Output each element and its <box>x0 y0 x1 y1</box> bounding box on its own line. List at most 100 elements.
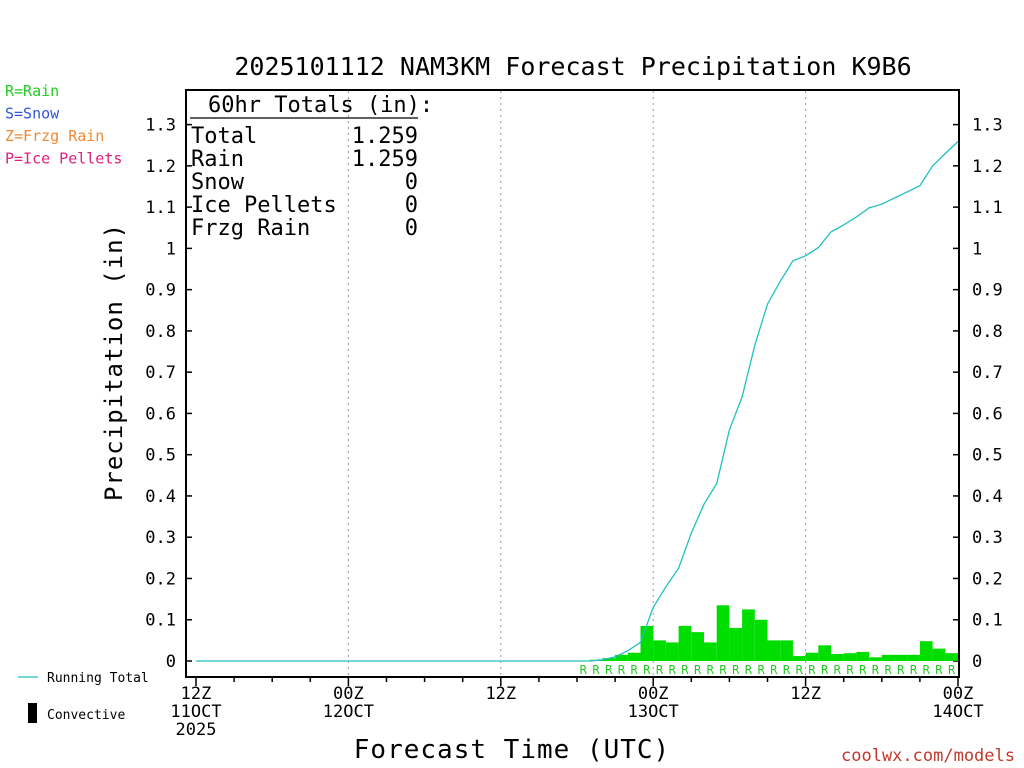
rain-bar <box>729 627 743 661</box>
convective-legend-label: Convective <box>47 708 125 723</box>
rain-bar <box>678 625 692 661</box>
rain-type-mark: R <box>923 663 931 677</box>
running-total-line <box>196 141 959 662</box>
source-label: coolwx.com/models <box>841 746 1015 766</box>
rain-type-mark: R <box>872 663 880 677</box>
rain-bar <box>665 642 679 661</box>
x-tick-label: 00Z <box>943 684 974 704</box>
rain-type-mark: R <box>783 663 791 677</box>
rain-type-mark: R <box>834 663 842 677</box>
rain-bar <box>831 653 844 661</box>
totals-row-value: 1.259 <box>352 124 418 149</box>
gridlines <box>347 91 807 676</box>
rain-bar <box>767 640 781 661</box>
y-tick-label-right: 1 <box>972 239 982 259</box>
running-total-legend-label: Running Total <box>47 671 149 686</box>
plot-frame <box>185 89 960 678</box>
type-legend-item: R=Rain <box>5 82 59 100</box>
rain-bar <box>627 652 641 661</box>
chart-title: 2025101112 NAM3KM Forecast Precipitation… <box>234 52 911 81</box>
totals-row-value: 0 <box>405 216 418 241</box>
y-tick-label: 0.2 <box>145 569 176 589</box>
y-tick-label: 0.3 <box>145 528 176 548</box>
rain-bar <box>856 651 870 661</box>
y-tick-label-right: 0.5 <box>972 446 1003 466</box>
y-tick-label: 0.6 <box>145 404 176 424</box>
y-tick-label-right: 0.1 <box>972 611 1003 631</box>
x-tick-label: 12OCT <box>323 702 374 722</box>
rain-type-mark: R <box>808 663 816 677</box>
y-tick-label-right: 1.2 <box>972 157 1003 177</box>
y-tick-label: 0 <box>166 652 176 672</box>
rain-type-mark: R <box>935 663 943 677</box>
y-tick-label-right: 0.8 <box>972 322 1003 342</box>
rain-bar <box>945 653 958 661</box>
y-tick-label: 0.8 <box>145 322 176 342</box>
rain-type-mark: R <box>719 663 727 677</box>
x-tick-label: 00Z <box>333 684 364 704</box>
totals-header: 60hr Totals (in): <box>208 93 433 118</box>
y-tick-label-right: 0.4 <box>972 487 1003 507</box>
rain-bar <box>881 654 895 661</box>
rain-bar <box>640 625 654 661</box>
rain-type-mark: R <box>745 663 753 677</box>
y-tick-label-right: 0.6 <box>972 404 1003 424</box>
totals-row-label: Frzg Rain <box>191 216 310 241</box>
y-tick-label-right: 0 <box>972 652 982 672</box>
x-tick-label: 14OCT <box>932 702 983 722</box>
y-axis-left: 0 0.1 0.2 0.3 0.4 0.5 0.6 0.7 0.8 0.9 1 1.1 1.2 1.3 <box>145 116 192 672</box>
rain-type-mark: R <box>884 663 892 677</box>
y-tick-label-right: 1.1 <box>972 198 1003 218</box>
type-legend-item: Z=Frzg Rain <box>5 127 104 145</box>
y-tick-label: 1.1 <box>145 198 176 218</box>
x-tick-label: 12Z <box>790 684 821 704</box>
y-tick-label: 0.5 <box>145 446 176 466</box>
type-legend-item: P=Ice Pellets <box>5 150 122 168</box>
x-axis-label: Forecast Time (UTC) <box>354 735 670 765</box>
rain-bar <box>792 656 806 661</box>
rain-type-mark: R <box>605 663 613 677</box>
rain-bar <box>716 605 730 661</box>
y-tick-label: 0.1 <box>145 611 176 631</box>
y-tick-label: 1 <box>166 239 176 259</box>
rain-type-mark: R <box>694 663 702 677</box>
rain-bar <box>843 653 857 661</box>
rain-bar <box>653 640 666 661</box>
x-tick-label: 11OCT <box>170 702 221 722</box>
x-tick-label: 2025 <box>176 720 217 740</box>
y-tick-label-right: 1.3 <box>972 116 1003 136</box>
rain-type-mark: R <box>630 663 638 677</box>
rain-type-mark: R <box>643 663 651 677</box>
y-tick-label: 0.7 <box>145 363 176 383</box>
y-tick-label-right: 0.3 <box>972 528 1003 548</box>
rain-type-mark: R <box>796 663 804 677</box>
rain-type-mark: R <box>580 663 588 677</box>
rain-type-mark: R <box>859 663 867 677</box>
totals-row-label: Rain <box>191 147 244 172</box>
rain-type-mark: R <box>897 663 905 677</box>
rain-type-mark: R <box>669 663 677 677</box>
rain-bar <box>602 658 616 661</box>
totals-row-label: Snow <box>191 170 245 195</box>
x-tick-label: 13OCT <box>628 702 679 722</box>
totals-row-label: Ice Pellets <box>191 193 337 218</box>
convective-legend-swatch <box>28 703 37 723</box>
rain-type-mark: R <box>592 663 600 677</box>
x-tick-label: 12Z <box>485 684 516 704</box>
rain-bar <box>742 609 755 661</box>
totals-row-value: 0 <box>405 170 418 195</box>
rain-type-mark: R <box>707 663 715 677</box>
x-tick-label: 12Z <box>181 684 212 704</box>
rain-bar <box>615 654 628 661</box>
rain-bar <box>780 640 793 661</box>
y-tick-label: 0.4 <box>145 487 176 507</box>
y-axis-label: Precipitation (in) <box>100 223 128 501</box>
rain-type-mark: R <box>948 663 956 677</box>
rain-bar <box>691 632 704 661</box>
precip-type-legend: R=Rain S=Snow Z=Frzg Rain P=Ice Pellets <box>5 82 122 168</box>
rain-bar <box>894 654 908 661</box>
rain-type-mark: R <box>846 663 854 677</box>
